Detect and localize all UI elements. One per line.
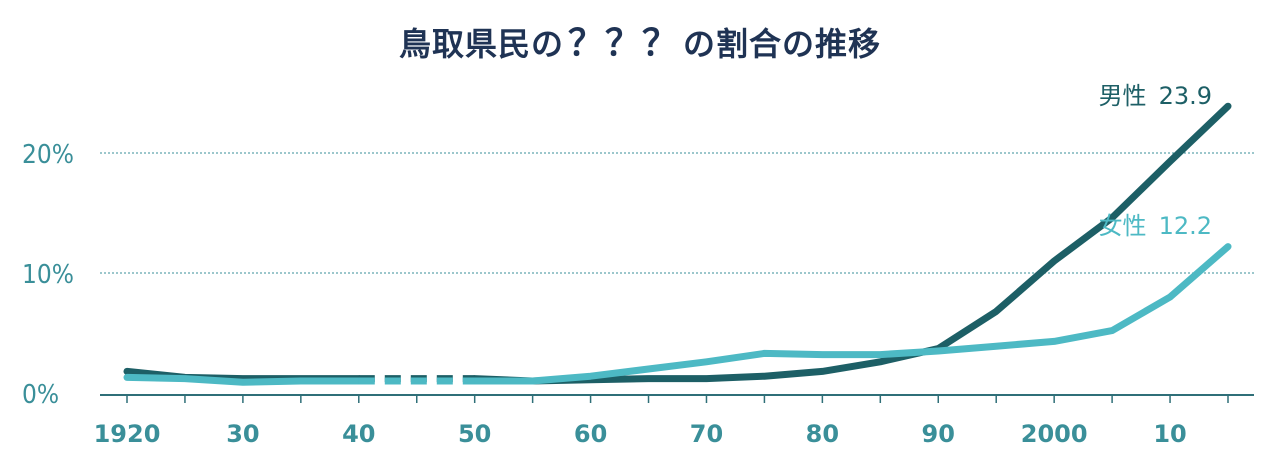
title-prefix: 鳥取県民の [398, 25, 564, 63]
x-tick-label: 60 [574, 420, 607, 448]
series-name: 男性 [1099, 82, 1147, 110]
x-tick-label: 1920 [94, 420, 161, 448]
y-tick-label: 10% [22, 260, 74, 290]
chart-title: 鳥取県民の？？？ の割合の推移 [0, 14, 1280, 66]
x-tick-label: 40 [342, 420, 375, 448]
series-label-female: 女性 12.2 [1099, 212, 1212, 240]
x-tick-label: 80 [806, 420, 839, 448]
x-tick-label: 2000 [1021, 420, 1088, 448]
series-line-female-early [123, 373, 363, 386]
x-tick-label: 50 [458, 420, 491, 448]
x-tick-label: 10 [1153, 420, 1186, 448]
y-tick-label: 0% [22, 380, 59, 410]
series-line-male-late [471, 102, 1232, 385]
series-end-value: 12.2 [1159, 212, 1212, 240]
series-name: 女性 [1099, 212, 1147, 240]
series-line-female-late [471, 243, 1232, 385]
x-tick-label: 90 [922, 420, 955, 448]
x-tick-label: 30 [226, 420, 259, 448]
series-label-male: 男性 23.9 [1099, 82, 1212, 110]
x-tick-label: 70 [690, 420, 723, 448]
y-tick-label: 20% [22, 140, 74, 170]
title-suffix: の割合の推移 [683, 25, 882, 63]
series-end-value: 23.9 [1159, 82, 1212, 110]
title-question-marks: ？？？ [567, 23, 679, 64]
